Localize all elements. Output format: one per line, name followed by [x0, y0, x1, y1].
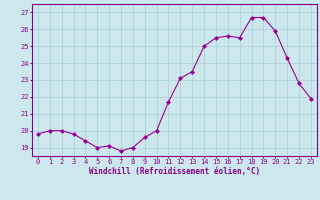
- X-axis label: Windchill (Refroidissement éolien,°C): Windchill (Refroidissement éolien,°C): [89, 167, 260, 176]
